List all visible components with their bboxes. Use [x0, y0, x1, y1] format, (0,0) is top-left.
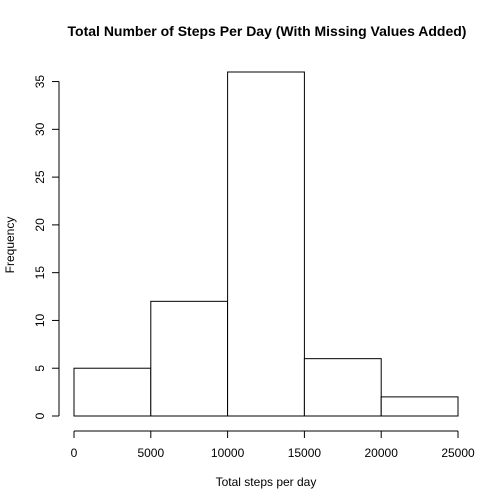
bars-group [73, 71, 459, 417]
y-axis: 0 5 10 15 20 25 30 35 [33, 75, 60, 419]
chart-title: Total Number of Steps Per Day (With Miss… [68, 23, 467, 39]
y-tick-label-6: 30 [33, 122, 47, 136]
histogram-bar-2 [227, 71, 305, 417]
histogram-bar-4 [380, 396, 459, 417]
x-tick-label-3: 15000 [288, 446, 322, 460]
x-axis-label: Total steps per day [216, 475, 317, 489]
x-tick-label-2: 10000 [211, 446, 245, 460]
y-tick-label-4: 20 [33, 218, 47, 232]
y-tick-label-3: 15 [33, 266, 47, 280]
histogram-bar-0 [73, 367, 152, 417]
y-tick-label-7: 35 [33, 75, 47, 89]
y-tick-label-5: 25 [33, 170, 47, 184]
y-tick-label-2: 10 [33, 313, 47, 327]
x-tick-label-0: 0 [71, 446, 78, 460]
histogram-bar-3 [303, 358, 382, 417]
x-tick-label-5: 25000 [441, 446, 475, 460]
y-axis-label: Frequency [3, 217, 17, 274]
y-tick-label-0: 0 [33, 412, 47, 419]
x-axis: 0 5000 10000 15000 20000 25000 [71, 430, 475, 460]
x-tick-label-1: 5000 [137, 446, 164, 460]
x-tick-label-4: 20000 [365, 446, 399, 460]
histogram-bar-1 [150, 300, 229, 417]
y-tick-label-1: 5 [33, 365, 47, 372]
